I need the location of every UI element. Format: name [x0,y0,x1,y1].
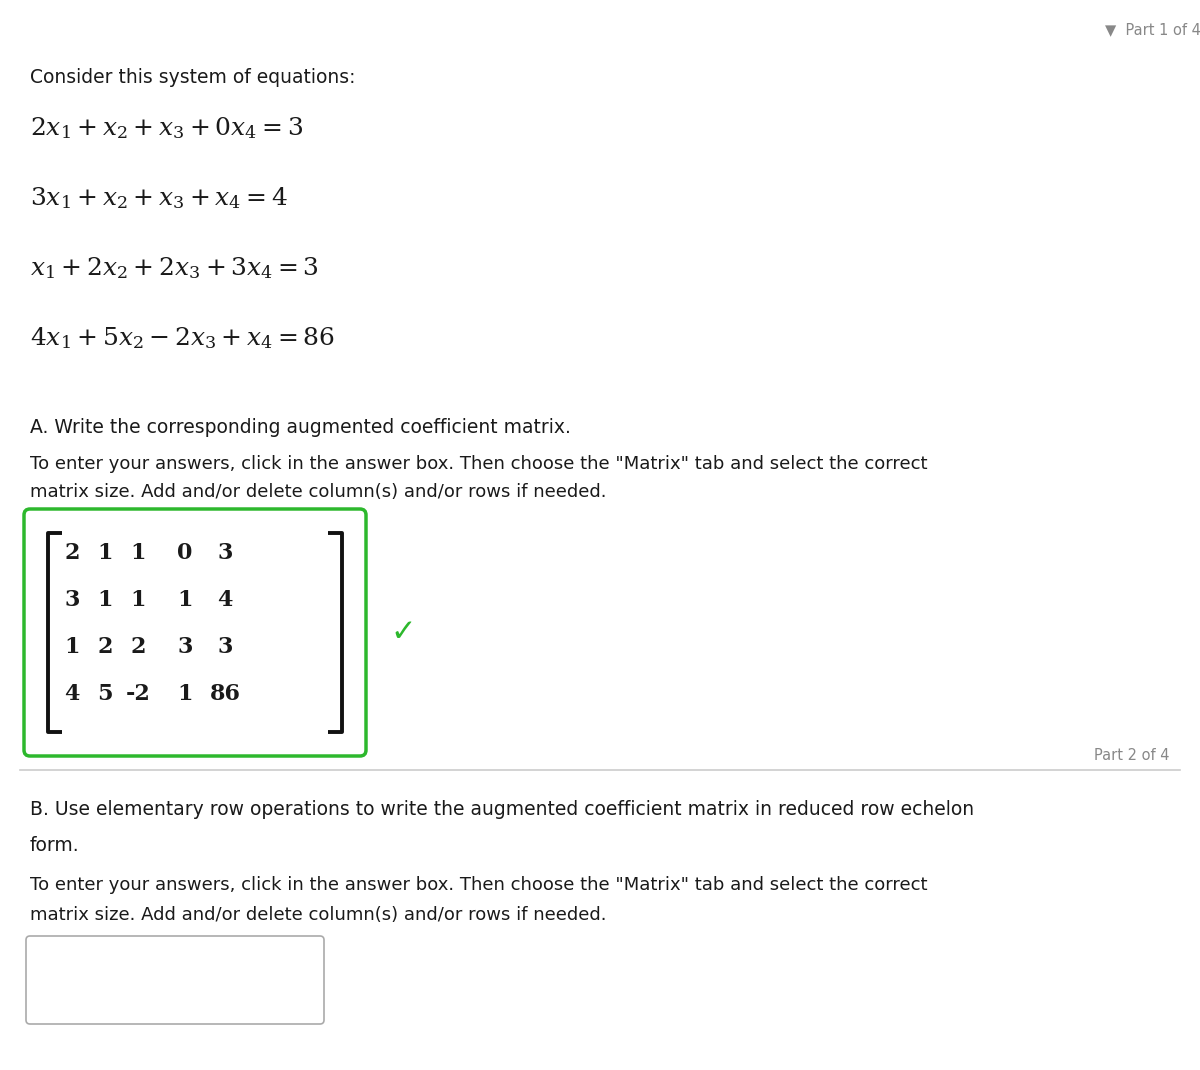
Text: To enter your answers, click in the answer box. Then choose the "Matrix" tab and: To enter your answers, click in the answ… [30,455,928,473]
Text: matrix size. Add and/or delete column(s) and/or rows if needed.: matrix size. Add and/or delete column(s)… [30,483,606,501]
Text: 4: 4 [217,588,233,611]
Text: 4: 4 [65,683,79,705]
Text: 1: 1 [178,588,193,611]
Text: $4x_1 + 5x_2 - 2x_3 + x_4 = 86$: $4x_1 + 5x_2 - 2x_3 + x_4 = 86$ [30,325,335,351]
Text: 3: 3 [217,542,233,564]
Text: 2: 2 [97,636,113,658]
Text: 1: 1 [131,542,145,564]
Text: matrix size. Add and/or delete column(s) and/or rows if needed.: matrix size. Add and/or delete column(s)… [30,906,606,924]
Text: ✓: ✓ [390,617,415,646]
Text: 1: 1 [97,588,113,611]
Text: 86: 86 [210,683,240,705]
Text: $x_1 + 2x_2 + 2x_3 + 3x_4 = 3$: $x_1 + 2x_2 + 2x_3 + 3x_4 = 3$ [30,255,319,281]
Text: ▼  Part 1 of 4: ▼ Part 1 of 4 [1105,22,1200,37]
Text: 1: 1 [178,683,193,705]
Text: 2: 2 [131,636,145,658]
Text: 1: 1 [65,636,79,658]
Text: -2: -2 [126,683,150,705]
FancyBboxPatch shape [26,936,324,1024]
Text: 1: 1 [131,588,145,611]
Text: 0: 0 [178,542,193,564]
Text: Part 2 of 4: Part 2 of 4 [1094,748,1170,763]
Text: A. Write the corresponding augmented coefficient matrix.: A. Write the corresponding augmented coe… [30,418,571,437]
Text: Consider this system of equations:: Consider this system of equations: [30,68,355,87]
Text: 1: 1 [97,542,113,564]
Text: 2: 2 [65,542,79,564]
Text: form.: form. [30,836,79,855]
Text: 3: 3 [65,588,79,611]
Text: 3: 3 [178,636,193,658]
Text: 3: 3 [217,636,233,658]
Text: 5: 5 [97,683,113,705]
Text: $2x_1 + x_2 + x_3 + 0x_4 = 3$: $2x_1 + x_2 + x_3 + 0x_4 = 3$ [30,114,304,141]
Text: To enter your answers, click in the answer box. Then choose the "Matrix" tab and: To enter your answers, click in the answ… [30,876,928,895]
FancyBboxPatch shape [24,509,366,756]
Text: B. Use elementary row operations to write the augmented coefficient matrix in re: B. Use elementary row operations to writ… [30,800,974,819]
Text: $3x_1 + x_2 + x_3 + x_4 = 4$: $3x_1 + x_2 + x_3 + x_4 = 4$ [30,185,288,211]
